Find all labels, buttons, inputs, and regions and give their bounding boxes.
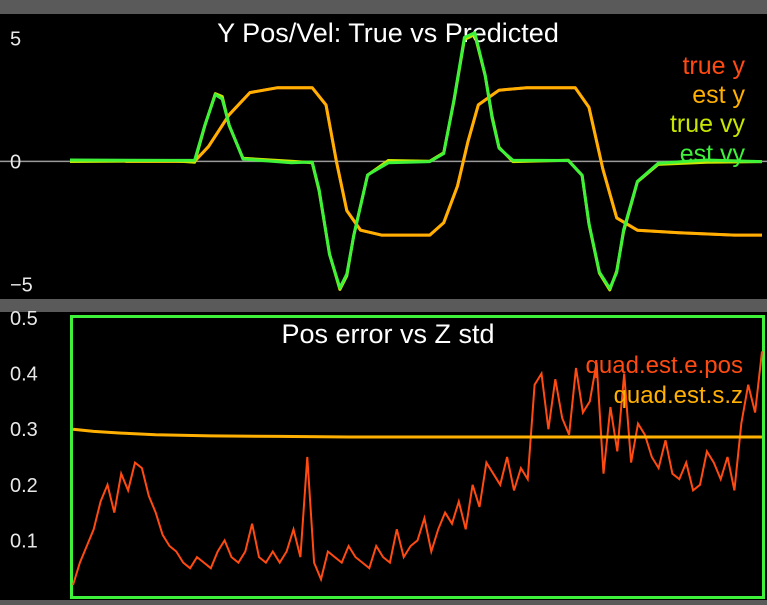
chart-y-pos-vel: Y Pos/Vel: True vs Predicted 5 0 −5 true y… bbox=[0, 14, 767, 299]
legend-quad-est-s-z: quad.est.s.z bbox=[614, 382, 743, 409]
chart2-series-quad-est-s-z bbox=[72, 427, 762, 439]
chart1-ytick-label: 0 bbox=[10, 151, 21, 173]
chart2-ytick-label: 0.3 bbox=[10, 419, 38, 441]
chart1-ytick-label: 5 bbox=[10, 29, 21, 51]
chart2-series-quad-est-e-pos bbox=[72, 351, 763, 586]
chart2-ytick-label: 0.1 bbox=[10, 530, 38, 552]
legend-true-vy: true vy bbox=[670, 110, 746, 138]
legend-est-vy: est vy bbox=[680, 140, 746, 168]
chart2-legend: quad.est.e.pos quad.est.s.z bbox=[586, 352, 743, 409]
chart2-series bbox=[72, 351, 763, 586]
chart2-title: Pos error vs Z std bbox=[281, 319, 494, 349]
chart1-series bbox=[69, 31, 763, 292]
chart1-series-est-vy bbox=[69, 31, 763, 290]
legend-true-y: true y bbox=[682, 52, 745, 80]
chart1-y-ticks: 5 0 −5 bbox=[10, 29, 33, 297]
chart1-legend: true y est y true vy est vy bbox=[670, 52, 746, 168]
chart1-ytick-label: −5 bbox=[10, 274, 33, 296]
chart2-ytick-label: 0.2 bbox=[10, 475, 38, 497]
chart1-plot-area[interactable] bbox=[0, 14, 767, 299]
chart-pos-error-vs-z-std: Pos error vs Z std 0.5 0.4 0.3 0.2 0.1 quad.… bbox=[0, 308, 767, 600]
legend-est-y: est y bbox=[692, 81, 745, 109]
chart2-y-ticks: 0.5 0.4 0.3 0.2 0.1 bbox=[10, 308, 38, 552]
chart2-ytick-label: 0.4 bbox=[10, 364, 38, 386]
chart2-plot-area[interactable] bbox=[70, 315, 765, 599]
chart1-series-est-y bbox=[125, 86, 762, 237]
chart2-ytick-label: 0.5 bbox=[10, 308, 38, 330]
legend-quad-est-e-pos: quad.est.e.pos bbox=[586, 352, 743, 379]
chart1-title: Y Pos/Vel: True vs Predicted bbox=[217, 18, 559, 48]
